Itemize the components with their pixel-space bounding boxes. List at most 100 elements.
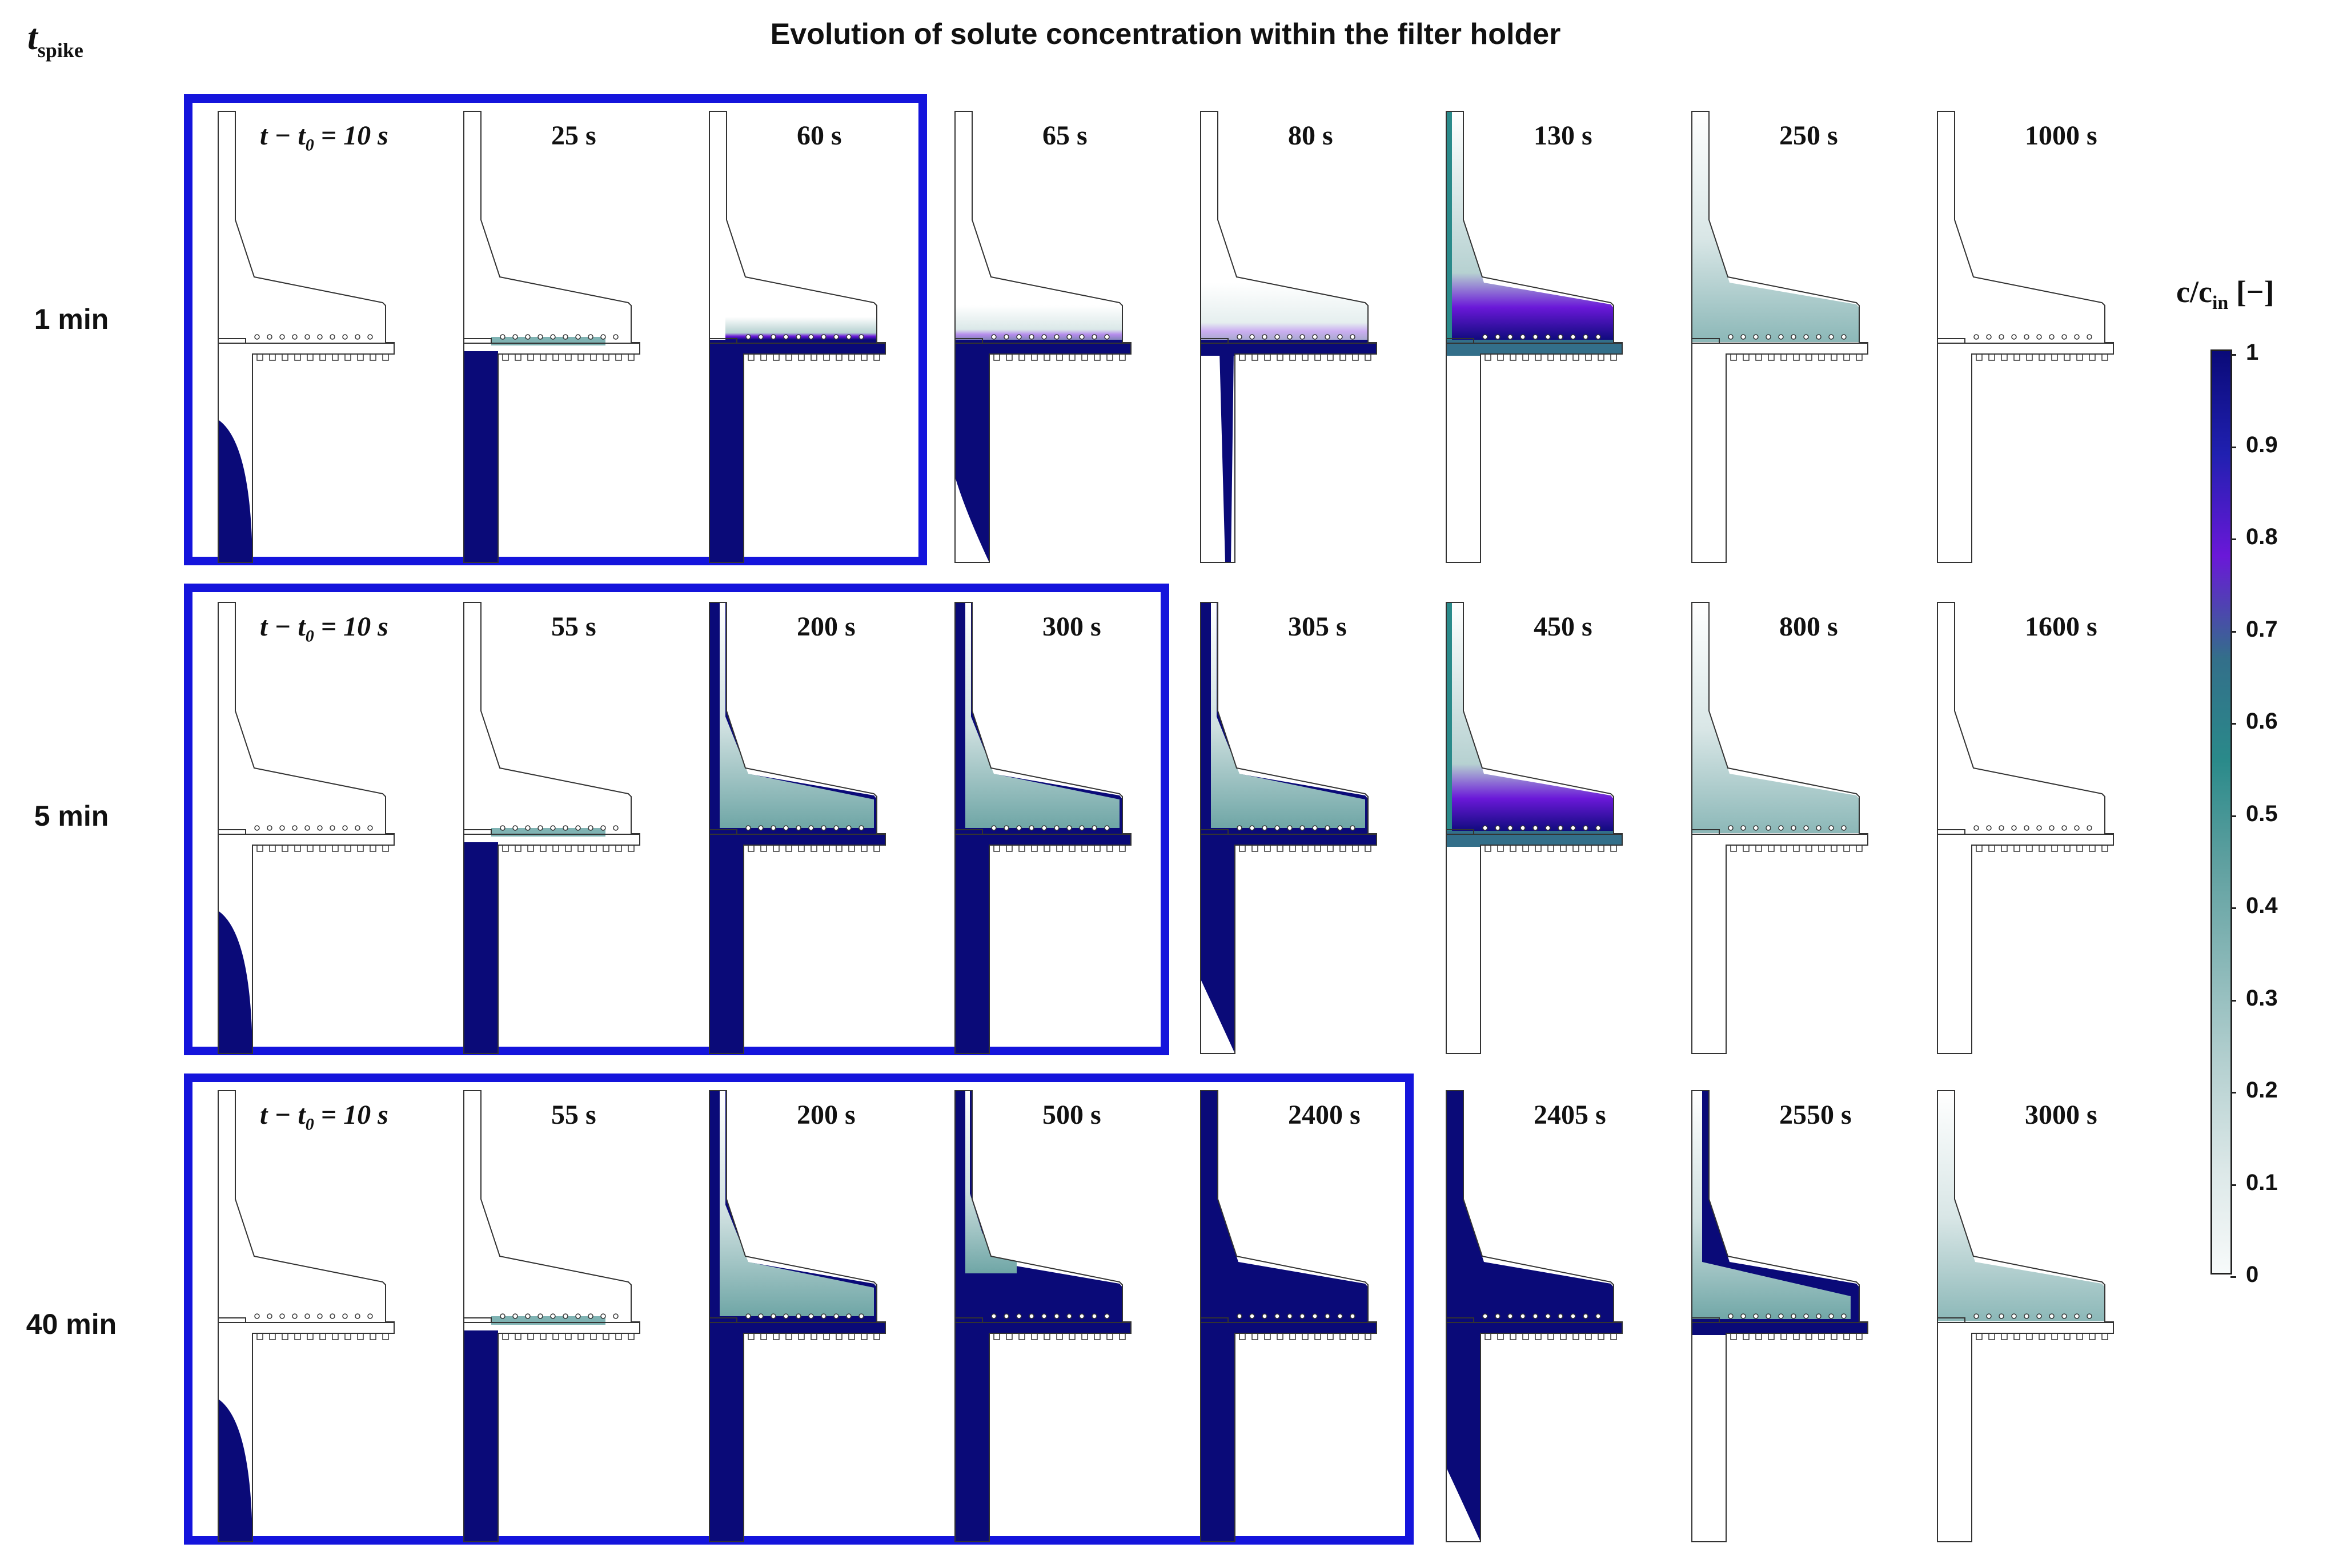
support-hole bbox=[1495, 334, 1500, 340]
support-hole bbox=[1350, 334, 1355, 340]
concentration-panel bbox=[1937, 111, 2114, 563]
support-hole bbox=[1079, 1313, 1085, 1319]
support-teeth bbox=[989, 845, 1131, 852]
support-hole bbox=[355, 334, 360, 340]
support-teeth bbox=[989, 353, 1131, 361]
support-hole bbox=[292, 825, 298, 831]
support-hole bbox=[1570, 334, 1576, 340]
support-hole bbox=[1841, 334, 1847, 340]
time-label: 250 s bbox=[1779, 120, 1838, 151]
support-hole bbox=[1532, 1313, 1538, 1319]
support-hole bbox=[613, 334, 619, 340]
support-hole bbox=[2036, 334, 2042, 340]
support-teeth bbox=[744, 1333, 885, 1340]
support-hole bbox=[1986, 825, 1992, 831]
concentration-panel bbox=[218, 602, 395, 1054]
row-label-tspike: 5 min bbox=[34, 800, 109, 832]
colorbar-tick-mark bbox=[2230, 999, 2236, 1002]
support-hole bbox=[550, 334, 556, 340]
concentration-panel bbox=[709, 111, 886, 563]
colorbar-tick-mark bbox=[2230, 723, 2236, 725]
support-hole bbox=[1583, 1313, 1588, 1319]
support-hole bbox=[563, 1313, 568, 1319]
support-hole bbox=[1287, 825, 1293, 831]
colorbar-tick-label: 0 bbox=[2246, 1262, 2259, 1287]
support-hole bbox=[279, 1313, 285, 1319]
concentration-field bbox=[955, 602, 1131, 1054]
support-hole bbox=[1325, 825, 1330, 831]
support-hole bbox=[355, 1313, 360, 1319]
concentration-field bbox=[1201, 602, 1377, 1054]
support-hole bbox=[1778, 334, 1784, 340]
support-hole bbox=[758, 334, 764, 340]
support-hole bbox=[1237, 1313, 1242, 1319]
time-label: 200 s bbox=[797, 1100, 856, 1130]
support-hole bbox=[1766, 825, 1771, 831]
support-teeth bbox=[1726, 845, 1868, 852]
support-hole bbox=[1728, 1313, 1734, 1319]
concentration-field bbox=[464, 1316, 605, 1542]
support-hole bbox=[2049, 334, 2055, 340]
support-hole bbox=[1337, 334, 1343, 340]
y-axis-label: tspike bbox=[27, 17, 83, 62]
support-hole bbox=[563, 334, 568, 340]
support-hole bbox=[1803, 825, 1809, 831]
concentration-field bbox=[464, 828, 605, 1054]
support-hole bbox=[1520, 1313, 1526, 1319]
concentration-panel bbox=[954, 1090, 1132, 1542]
support-hole bbox=[1986, 1313, 1992, 1319]
colorbar-tick-mark bbox=[2230, 1184, 2236, 1186]
time-label: 55 s bbox=[551, 1100, 596, 1130]
concentration-field bbox=[218, 420, 252, 562]
support-hole bbox=[550, 1313, 556, 1319]
support-hole bbox=[292, 1313, 298, 1319]
concentration-field bbox=[1692, 1091, 1868, 1335]
support-hole bbox=[1004, 1313, 1009, 1319]
colorbar-tick-label: 0.2 bbox=[2246, 1078, 2278, 1103]
support-hole bbox=[1029, 334, 1034, 340]
support-hole bbox=[833, 825, 839, 831]
support-hole bbox=[1999, 825, 2004, 831]
support-hole bbox=[1079, 334, 1085, 340]
concentration-panel bbox=[463, 602, 640, 1054]
support-hole bbox=[1828, 334, 1834, 340]
time-label: 300 s bbox=[1042, 612, 1101, 642]
support-hole bbox=[2074, 1313, 2080, 1319]
colorbar-tick-mark bbox=[2230, 1092, 2236, 1093]
support-hole bbox=[1728, 334, 1734, 340]
support-hole bbox=[858, 825, 864, 831]
injection-period-box bbox=[184, 584, 1169, 1055]
concentration-panel bbox=[1446, 602, 1623, 1054]
support-hole bbox=[1092, 1313, 1097, 1319]
support-teeth bbox=[1972, 845, 2113, 852]
concentration-field bbox=[1692, 111, 1859, 342]
support-hole bbox=[1066, 825, 1072, 831]
support-hole bbox=[758, 1313, 764, 1319]
colorbar-tick-label: 0.3 bbox=[2246, 985, 2278, 1011]
concentration-panel bbox=[954, 111, 1132, 563]
support-hole bbox=[500, 825, 505, 831]
concentration-field bbox=[709, 317, 885, 562]
support-hole bbox=[1337, 1313, 1343, 1319]
concentration-panel bbox=[218, 111, 395, 563]
support-hole bbox=[330, 1313, 335, 1319]
support-hole bbox=[575, 1313, 581, 1319]
time-label: t − t0 = 10 s bbox=[260, 1100, 388, 1134]
support-hole bbox=[1299, 825, 1305, 831]
support-hole bbox=[1274, 825, 1280, 831]
support-hole bbox=[1092, 825, 1097, 831]
support-hole bbox=[991, 334, 997, 340]
colorbar-tick-label: 0.5 bbox=[2246, 801, 2278, 826]
support-hole bbox=[1325, 334, 1330, 340]
support-hole bbox=[1482, 334, 1488, 340]
support-hole bbox=[1973, 1313, 1979, 1319]
support-hole bbox=[1545, 825, 1551, 831]
concentration-panel bbox=[463, 1090, 640, 1542]
support-hole bbox=[2061, 825, 2067, 831]
support-hole bbox=[1986, 334, 1992, 340]
time-label: 1600 s bbox=[2025, 612, 2097, 642]
support-hole bbox=[808, 1313, 814, 1319]
time-label: t − t0 = 10 s bbox=[260, 612, 388, 646]
support-teeth bbox=[252, 353, 394, 361]
support-hole bbox=[1728, 825, 1734, 831]
